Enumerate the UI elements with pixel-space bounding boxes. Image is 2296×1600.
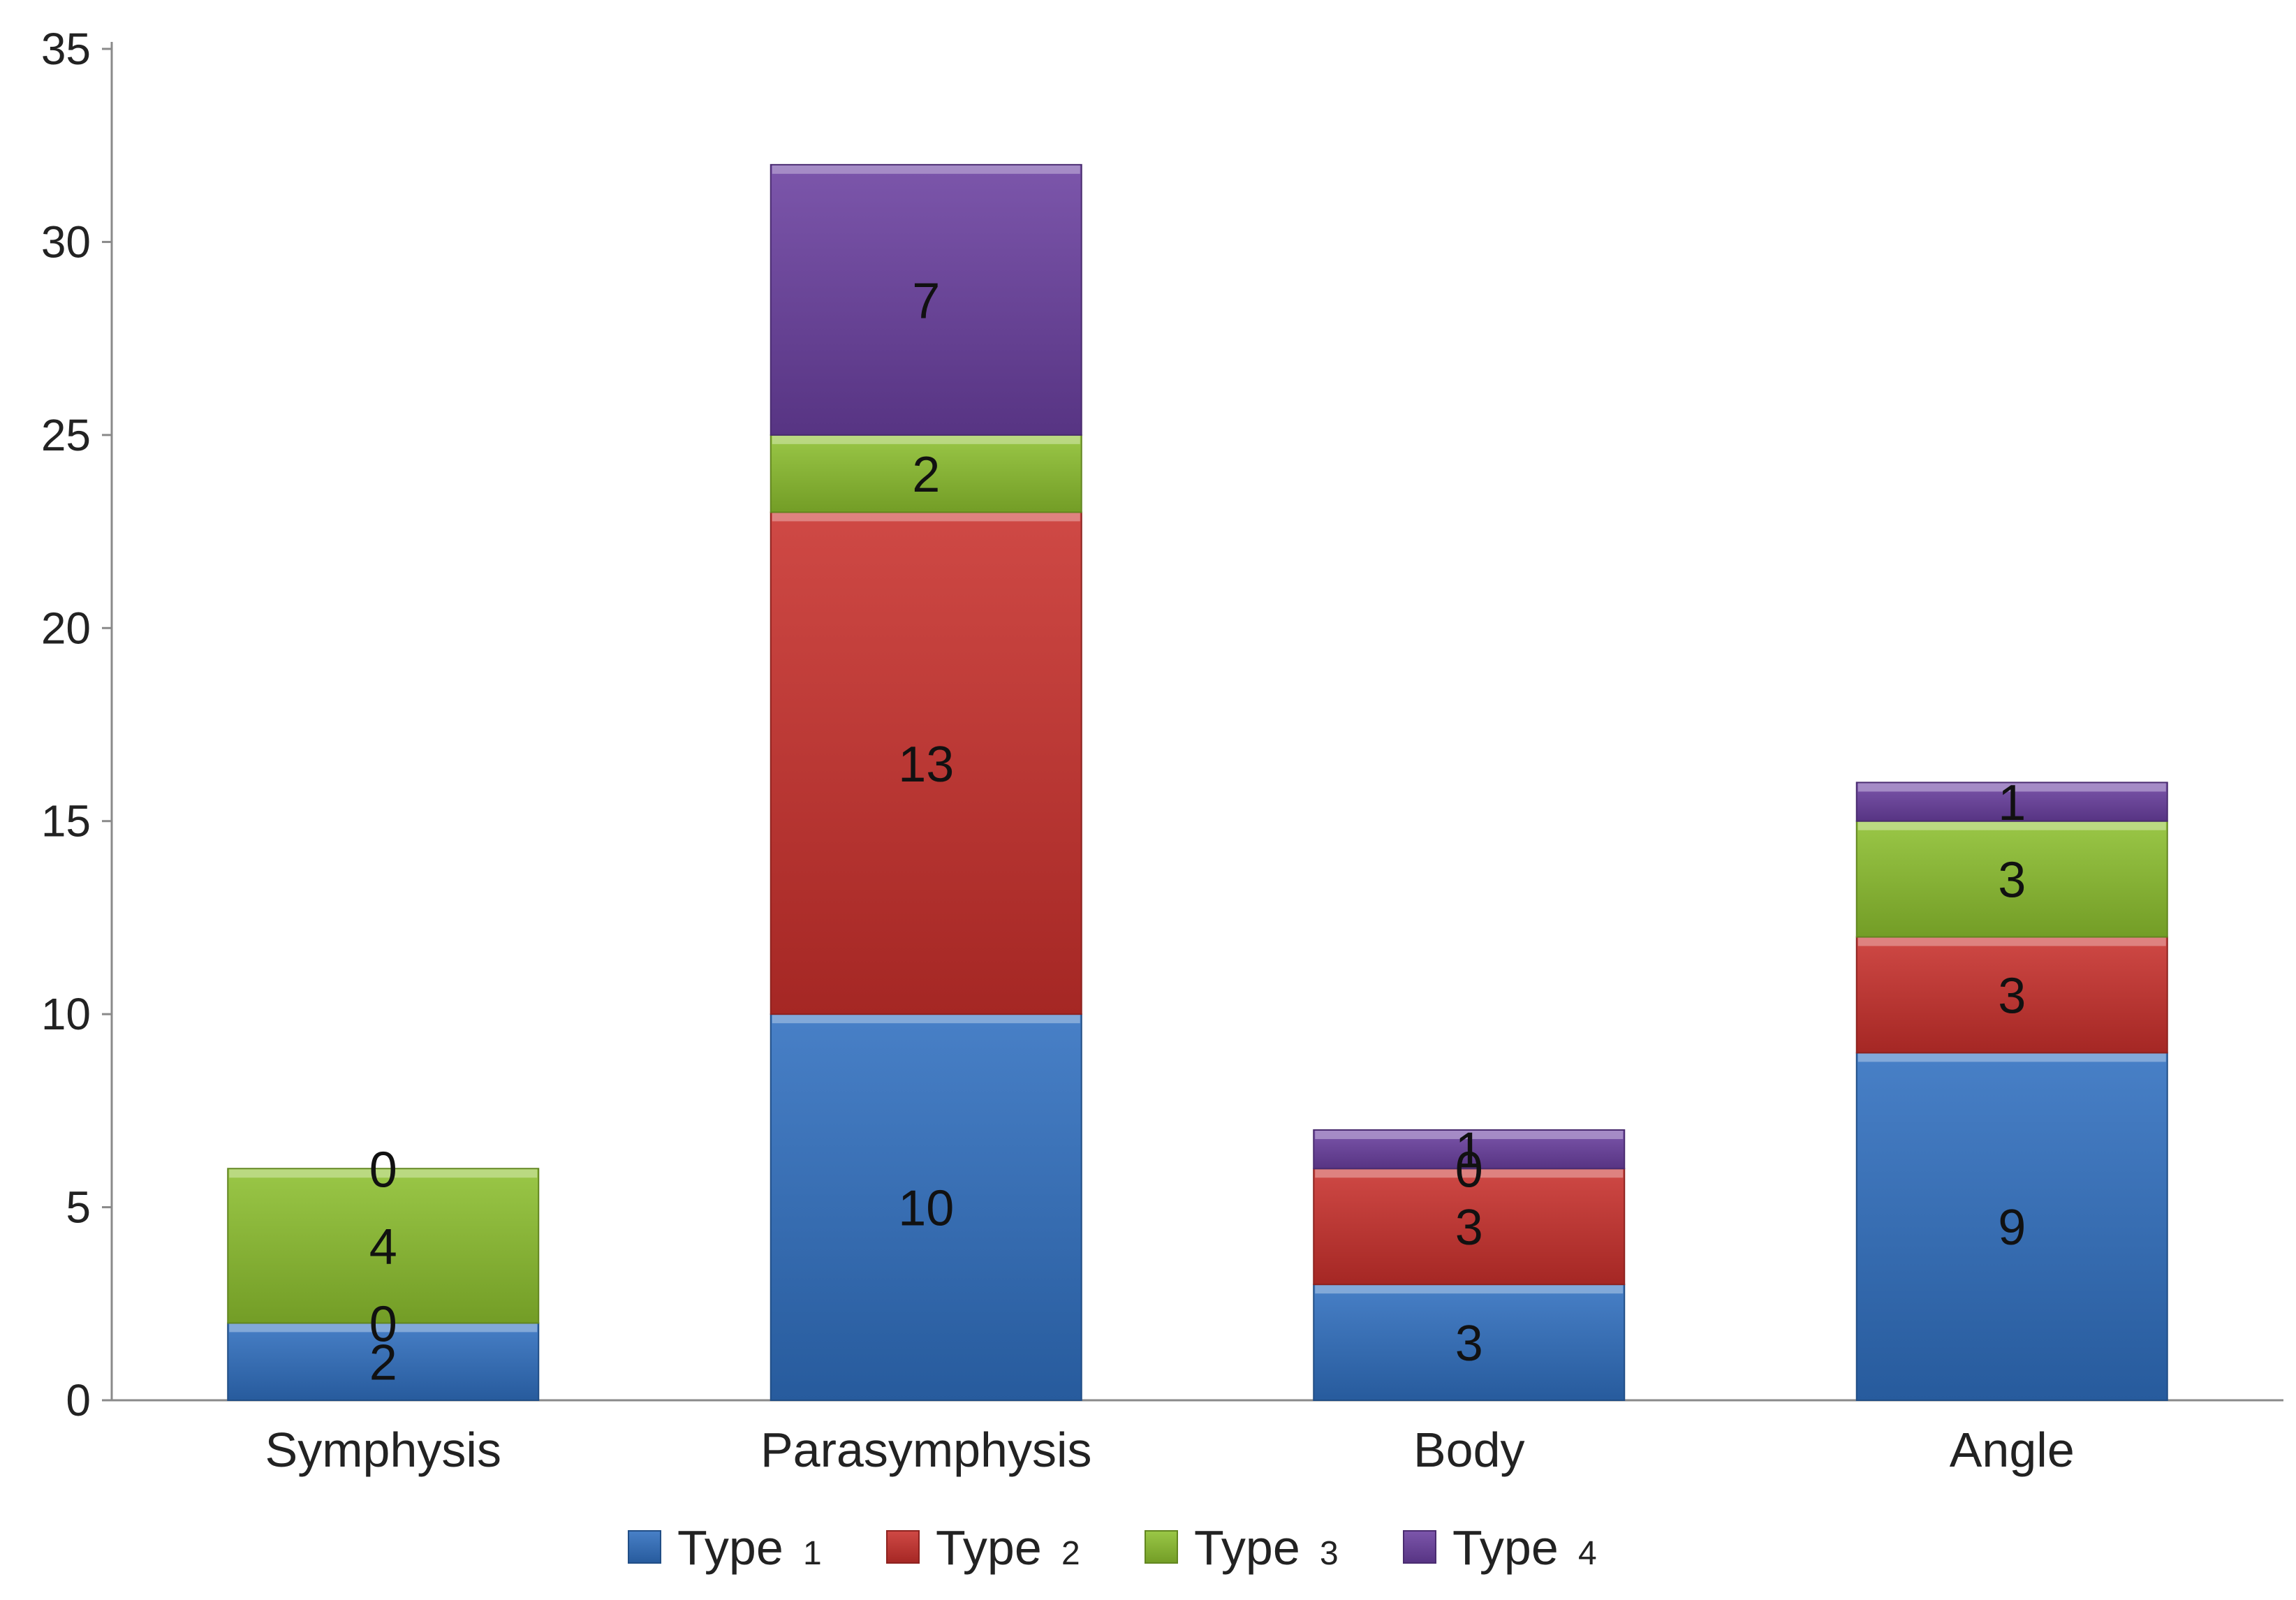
data-label-parasymphysis-type-4: 7 xyxy=(912,273,940,329)
y-tick-label: 25 xyxy=(41,410,91,460)
bar-angle-type-1 xyxy=(1855,1052,2168,1402)
data-label-body-type-3: 0 xyxy=(1455,1142,1483,1198)
legend-label: Type xyxy=(1452,1520,1559,1575)
bar-symphysis-type-3 xyxy=(227,1168,540,1324)
legend-swatch xyxy=(628,1530,661,1564)
bar-highlight xyxy=(772,435,1080,444)
y-tick-label: 15 xyxy=(41,796,91,846)
legend-label: Type xyxy=(936,1520,1042,1575)
legend-label: Type xyxy=(1194,1520,1300,1575)
legend: Type 1 Type 2 Type 3 Type 4 xyxy=(628,1520,1597,1575)
data-label-symphysis-type-2: 0 xyxy=(369,1296,397,1352)
x-tick-label-symphysis: Symphysis xyxy=(265,1423,501,1477)
data-label-parasymphysis-type-1: 10 xyxy=(898,1181,954,1237)
legend-number: 1 xyxy=(803,1535,822,1572)
bar-symphysis-type-1 xyxy=(227,1322,540,1402)
bar-highlight xyxy=(1857,1053,2166,1062)
legend-swatch xyxy=(1403,1530,1436,1564)
bar-highlight xyxy=(772,513,1080,522)
legend-number: 3 xyxy=(1320,1535,1339,1572)
bar-highlight xyxy=(1857,783,2166,792)
bar-highlight xyxy=(229,1323,538,1333)
y-tick-label: 35 xyxy=(41,24,91,74)
data-label-symphysis-type-1: 2 xyxy=(369,1335,397,1391)
legend-item-type-1: Type 1 xyxy=(628,1520,822,1575)
data-label-parasymphysis-type-2: 13 xyxy=(898,737,954,793)
bar-highlight xyxy=(1315,1285,1624,1294)
data-label-angle-type-2: 3 xyxy=(1998,969,2026,1025)
y-tick-label: 10 xyxy=(41,989,91,1039)
legend-item-type-2: Type 2 xyxy=(886,1520,1080,1575)
legend-item-type-3: Type 3 xyxy=(1145,1520,1339,1575)
data-label-body-type-4: 1 xyxy=(1455,1123,1483,1179)
data-label-angle-type-1: 9 xyxy=(1998,1200,2026,1256)
bar-highlight xyxy=(772,165,1080,174)
legend-swatch xyxy=(1145,1530,1178,1564)
legend-number: 2 xyxy=(1061,1535,1080,1572)
legend-swatch xyxy=(886,1530,920,1564)
y-tick-label: 0 xyxy=(66,1375,91,1425)
bar-highlight xyxy=(1857,937,2166,946)
bar-parasymphysis-type-4 xyxy=(770,163,1082,436)
y-tick-label: 30 xyxy=(41,216,91,267)
legend-label: Type xyxy=(677,1520,783,1575)
data-label-parasymphysis-type-3: 2 xyxy=(912,447,940,503)
bar-highlight xyxy=(1315,1169,1624,1178)
data-label-symphysis-type-3: 4 xyxy=(369,1219,397,1275)
bar-angle-type-3 xyxy=(1855,820,2168,938)
data-label-body-type-2: 3 xyxy=(1455,1200,1483,1256)
bar-highlight xyxy=(1315,1131,1624,1139)
x-tick-label-parasymphysis: Parasymphysis xyxy=(760,1423,1092,1477)
data-label-angle-type-4: 1 xyxy=(1998,775,2026,831)
bar-parasymphysis-type-3 xyxy=(770,434,1082,513)
x-tick-label-angle: Angle xyxy=(1950,1423,2075,1477)
data-label-angle-type-3: 3 xyxy=(1998,853,2026,909)
bar-parasymphysis-type-1 xyxy=(770,1013,1082,1401)
y-tick-label: 20 xyxy=(41,603,91,653)
legend-item-type-4: Type 4 xyxy=(1403,1520,1597,1575)
y-tick-label: 5 xyxy=(66,1182,91,1233)
data-label-body-type-1: 3 xyxy=(1455,1316,1483,1372)
bar-highlight xyxy=(772,1015,1080,1024)
x-tick-label-body: Body xyxy=(1413,1423,1525,1477)
legend-number: 4 xyxy=(1578,1535,1597,1572)
bar-angle-type-2 xyxy=(1855,936,2168,1054)
bar-body-type-1 xyxy=(1313,1284,1626,1401)
data-label-symphysis-type-4: 0 xyxy=(369,1142,397,1198)
bar-highlight xyxy=(229,1169,538,1178)
bars xyxy=(227,163,2168,1402)
bar-parasymphysis-type-2 xyxy=(770,511,1082,1015)
bar-highlight xyxy=(1857,821,2166,830)
